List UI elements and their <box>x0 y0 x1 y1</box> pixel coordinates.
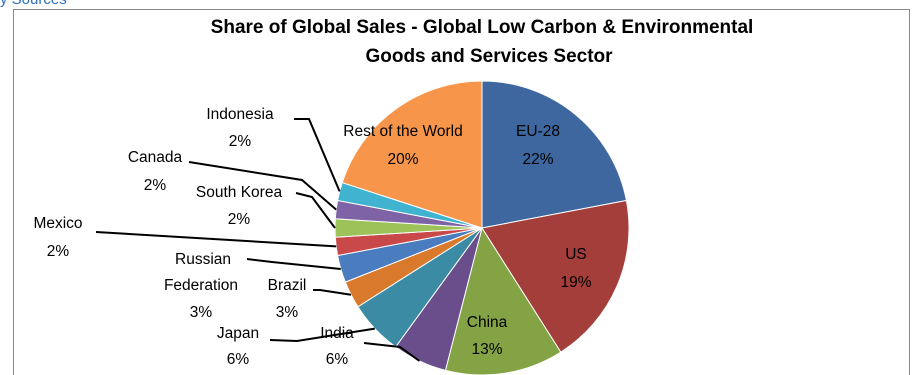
leader-russian-federation <box>246 258 341 270</box>
label-brazil-name: Brazil <box>268 277 307 294</box>
leader-brazil <box>313 289 352 296</box>
russia-word-2: Federation <box>164 277 238 294</box>
leader-canada <box>188 161 337 211</box>
label-indonesia-name: Indonesia <box>206 106 274 123</box>
leader-indonesia <box>294 118 341 192</box>
label-rest-pct: 20% <box>387 151 418 168</box>
label-japan-pct: 6% <box>227 351 250 368</box>
pie-slice-rest-of-the-world <box>341 80 483 229</box>
label-china-pct: 13% <box>471 341 502 358</box>
label-mexico-name: Mexico <box>33 215 82 232</box>
label-japan-name: Japan <box>217 325 259 342</box>
partial-header-text: y Sources <box>0 0 67 8</box>
pie-slice-us <box>481 199 630 353</box>
russia-word-1: Russian <box>175 251 231 268</box>
label-indonesia-pct: 2% <box>229 133 252 150</box>
leader-japan <box>269 327 375 343</box>
label-russia-name-line-2: Federation <box>164 277 238 294</box>
label-india-name: India <box>320 325 354 342</box>
label-us-pct: 19% <box>560 274 591 291</box>
label-us-name: US <box>565 246 587 263</box>
leader-india <box>363 342 420 362</box>
leader-south-korea <box>295 192 336 229</box>
leader-mexico <box>95 231 337 248</box>
label-southkorea-pct: 2% <box>228 211 251 228</box>
label-eu28-pct: 22% <box>522 151 553 168</box>
pie-slice-china <box>444 226 562 375</box>
label-rest-name: Rest of the World <box>343 123 462 140</box>
chart-title-line-1: Share of Global Sales - Global Low Carbo… <box>211 17 754 38</box>
label-india-pct: 6% <box>326 351 349 368</box>
label-mexico-pct: 2% <box>47 243 70 260</box>
chart-title-line-2: Goods and Services Sector <box>365 46 613 67</box>
label-russia-name-line-1: Russian <box>175 251 231 268</box>
label-eu28-name: EU-28 <box>516 123 560 140</box>
label-china-name: China <box>467 314 508 331</box>
pie-slice-eu-28 <box>481 80 627 229</box>
leader-lines <box>95 118 420 362</box>
label-southkorea-name: South Korea <box>196 184 283 201</box>
label-brazil-pct: 3% <box>276 304 299 321</box>
label-canada-name: Canada <box>128 149 183 166</box>
label-canada-pct: 2% <box>144 177 167 194</box>
label-russia-pct: 3% <box>190 304 213 321</box>
